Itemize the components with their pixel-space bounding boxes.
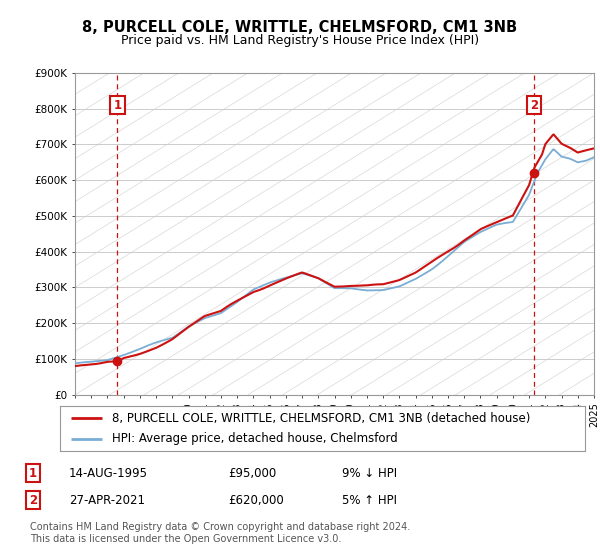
Text: £95,000: £95,000	[228, 466, 276, 480]
Text: 1: 1	[113, 99, 122, 111]
Text: HPI: Average price, detached house, Chelmsford: HPI: Average price, detached house, Chel…	[113, 432, 398, 445]
Text: 1: 1	[29, 466, 37, 480]
Text: 2: 2	[29, 493, 37, 507]
Text: 8, PURCELL COLE, WRITTLE, CHELMSFORD, CM1 3NB: 8, PURCELL COLE, WRITTLE, CHELMSFORD, CM…	[82, 20, 518, 35]
Text: £620,000: £620,000	[228, 493, 284, 507]
Text: Price paid vs. HM Land Registry's House Price Index (HPI): Price paid vs. HM Land Registry's House …	[121, 34, 479, 46]
Text: 5% ↑ HPI: 5% ↑ HPI	[342, 493, 397, 507]
Text: 2: 2	[530, 99, 539, 111]
Text: 8, PURCELL COLE, WRITTLE, CHELMSFORD, CM1 3NB (detached house): 8, PURCELL COLE, WRITTLE, CHELMSFORD, CM…	[113, 412, 531, 424]
Text: 14-AUG-1995: 14-AUG-1995	[69, 466, 148, 480]
Text: 27-APR-2021: 27-APR-2021	[69, 493, 145, 507]
Text: 9% ↓ HPI: 9% ↓ HPI	[342, 466, 397, 480]
Text: Contains HM Land Registry data © Crown copyright and database right 2024.
This d: Contains HM Land Registry data © Crown c…	[30, 522, 410, 544]
